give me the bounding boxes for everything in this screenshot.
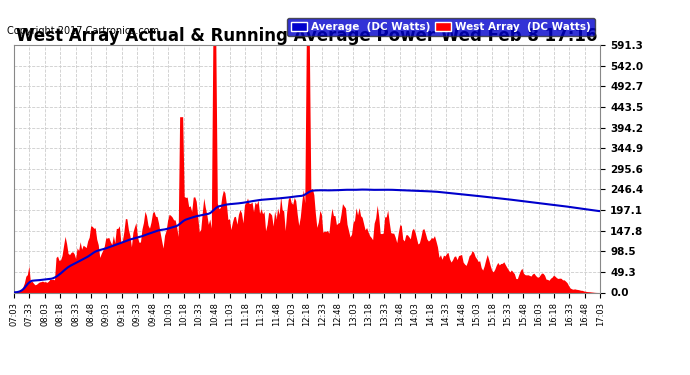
Text: Copyright 2017 Cartronics.com: Copyright 2017 Cartronics.com — [7, 26, 159, 36]
Legend: Average  (DC Watts), West Array  (DC Watts): Average (DC Watts), West Array (DC Watts… — [287, 18, 595, 36]
Title: West Array Actual & Running Average Power Wed Feb 8 17:16: West Array Actual & Running Average Powe… — [17, 27, 598, 45]
